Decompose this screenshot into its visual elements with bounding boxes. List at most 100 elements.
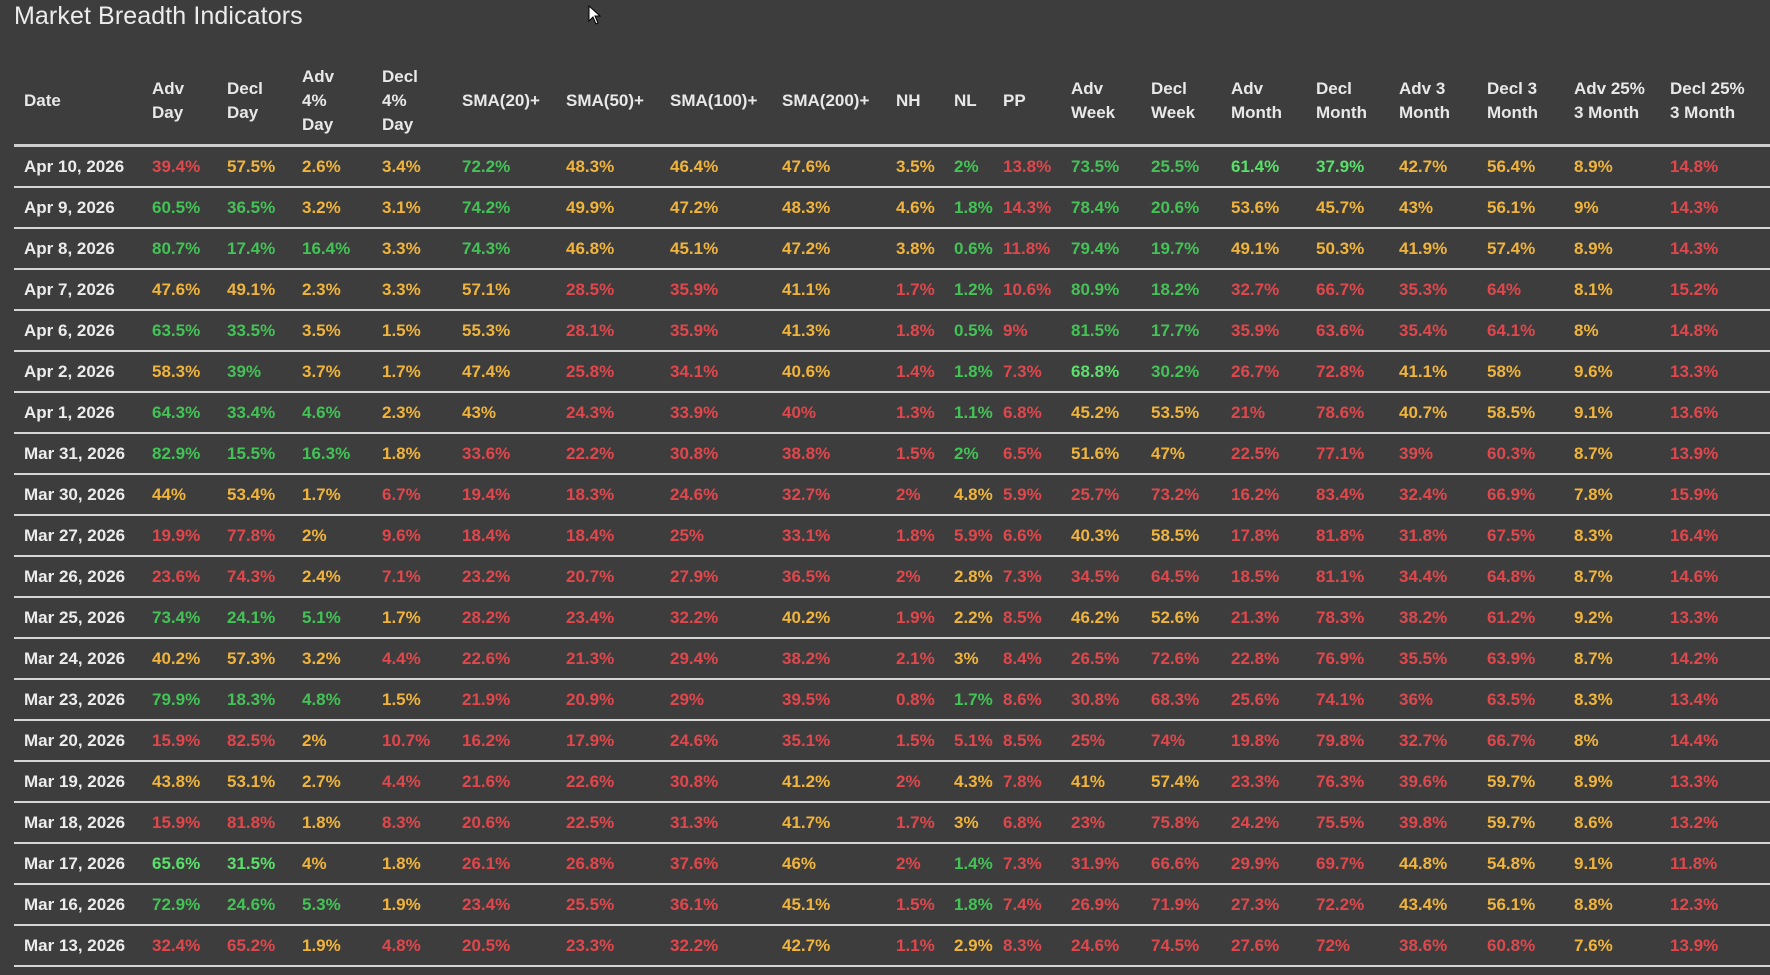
value-cell-nl: 0.6% bbox=[944, 228, 993, 270]
value-cell-adv25-3month: 8.7% bbox=[1564, 556, 1660, 598]
value-cell-decl25-3month: 14.4% bbox=[1660, 720, 1770, 762]
column-header-sma50[interactable]: SMA(50)+ bbox=[556, 58, 660, 147]
value-cell-adv-month: 23.3% bbox=[1221, 761, 1306, 803]
value-cell-pp: 7.3% bbox=[993, 843, 1061, 885]
value-cell-adv-day: 47.6% bbox=[142, 269, 217, 311]
value-cell-sma200: 33.1% bbox=[772, 515, 886, 557]
table-row[interactable]: Apr 7, 2026 47.6% 49.1% 2.3% 3.3% 57.1% 28.5% 3… bbox=[14, 269, 1770, 311]
table-row[interactable]: Apr 1, 2026 64.3% 33.4% 4.6% 2.3% 43% 24.3% 33.… bbox=[14, 392, 1770, 434]
value-cell-sma200: 32.7% bbox=[772, 474, 886, 516]
column-header-decl25-3month[interactable]: Decl 25% 3 Month bbox=[1660, 58, 1770, 147]
value-cell-adv4-day: 2.7% bbox=[292, 761, 372, 803]
value-cell-decl-day: 31.5% bbox=[217, 843, 292, 885]
value-cell-decl-week: 47% bbox=[1141, 433, 1221, 475]
table-row[interactable]: Mar 30, 2026 44% 53.4% 1.7% 6.7% 19.4% 18.3% 24… bbox=[14, 474, 1770, 516]
table-row[interactable]: Mar 23, 2026 79.9% 18.3% 4.8% 1.5% 21.9% 20.9%… bbox=[14, 679, 1770, 721]
value-cell-sma20: 74.2% bbox=[452, 187, 556, 229]
column-header-label: 4% bbox=[302, 91, 327, 110]
value-cell-decl-month: 45.7% bbox=[1306, 187, 1389, 229]
column-header-date[interactable]: Date bbox=[14, 58, 142, 147]
value-cell-sma50: 28.1% bbox=[556, 310, 660, 352]
value-cell-nh: 1.8% bbox=[886, 310, 944, 352]
column-header-label: Decl bbox=[1151, 79, 1187, 98]
value-cell-nh: 1.3% bbox=[886, 392, 944, 434]
column-header-pp[interactable]: PP bbox=[993, 58, 1061, 147]
value-cell-decl25-3month: 13.4% bbox=[1660, 679, 1770, 721]
value-cell-pp: 7.3% bbox=[993, 351, 1061, 393]
value-cell-decl4-day: 4.8% bbox=[372, 925, 452, 967]
value-cell-adv-week: 26.9% bbox=[1061, 884, 1141, 926]
column-header-label: Adv bbox=[302, 67, 335, 86]
column-header-adv25-3month[interactable]: Adv 25% 3 Month bbox=[1564, 58, 1660, 147]
value-cell-decl25-3month: 14.6% bbox=[1660, 556, 1770, 598]
value-cell-adv-week: 25.7% bbox=[1061, 474, 1141, 516]
table-row[interactable]: Apr 9, 2026 60.5% 36.5% 3.2% 3.1% 74.2% 49.9% 4… bbox=[14, 187, 1770, 229]
value-cell-decl-3month: 60.3% bbox=[1477, 433, 1564, 475]
table-row[interactable]: Mar 24, 2026 40.2% 57.3% 3.2% 4.4% 22.6% 21.3%… bbox=[14, 638, 1770, 680]
table-row[interactable]: Mar 16, 2026 72.9% 24.6% 5.3% 1.9% 23.4% 25.5%… bbox=[14, 884, 1770, 926]
value-cell-pp: 8.4% bbox=[993, 638, 1061, 680]
value-cell-adv-month: 25.6% bbox=[1221, 679, 1306, 721]
value-cell-decl4-day: 9.6% bbox=[372, 515, 452, 557]
column-header-adv-month[interactable]: Adv Month bbox=[1221, 58, 1306, 147]
value-cell-adv4-day: 3.7% bbox=[292, 351, 372, 393]
value-cell-decl4-day: 1.5% bbox=[372, 310, 452, 352]
value-cell-decl25-3month: 14.2% bbox=[1660, 638, 1770, 680]
table-row[interactable]: Apr 10, 2026 39.4% 57.5% 2.6% 3.4% 72.2% 48.3%… bbox=[14, 145, 1770, 188]
table-row[interactable]: Mar 31, 2026 82.9% 15.5% 16.3% 1.8% 33.6% 22.2… bbox=[14, 433, 1770, 475]
value-cell-decl-3month: 58.5% bbox=[1477, 392, 1564, 434]
table-row[interactable]: Mar 27, 2026 19.9% 77.8% 2% 9.6% 18.4% 18.4% 25… bbox=[14, 515, 1770, 557]
table-row[interactable]: Apr 8, 2026 80.7% 17.4% 16.4% 3.3% 74.3% 46.8%… bbox=[14, 228, 1770, 270]
value-cell-decl-day: 82.5% bbox=[217, 720, 292, 762]
value-cell-pp: 6.6% bbox=[993, 515, 1061, 557]
value-cell-adv25-3month: 9.1% bbox=[1564, 392, 1660, 434]
column-header-decl-3month[interactable]: Decl 3 Month bbox=[1477, 58, 1564, 147]
column-header-sma20[interactable]: SMA(20)+ bbox=[452, 58, 556, 147]
table-row[interactable]: Mar 25, 2026 73.4% 24.1% 5.1% 1.7% 28.2% 23.4%… bbox=[14, 597, 1770, 639]
column-header-adv-day[interactable]: Adv Day bbox=[142, 58, 217, 147]
column-header-adv4-day[interactable]: Adv 4% Day bbox=[292, 58, 372, 147]
value-cell-adv-day: 82.9% bbox=[142, 433, 217, 475]
column-header-decl4-day[interactable]: Decl 4% Day bbox=[372, 58, 452, 147]
table-row[interactable]: Mar 19, 2026 43.8% 53.1% 2.7% 4.4% 21.6% 22.6%… bbox=[14, 761, 1770, 803]
value-cell-decl25-3month: 13.9% bbox=[1660, 925, 1770, 967]
table-row[interactable]: Apr 6, 2026 63.5% 33.5% 3.5% 1.5% 55.3% 28.1% 3… bbox=[14, 310, 1770, 352]
column-header-decl-week[interactable]: Decl Week bbox=[1141, 58, 1221, 147]
value-cell-adv-3month: 43.4% bbox=[1389, 884, 1477, 926]
value-cell-pp: 7.3% bbox=[993, 556, 1061, 598]
value-cell-decl25-3month: 14.3% bbox=[1660, 187, 1770, 229]
table-row[interactable]: Mar 17, 2026 65.6% 31.5% 4% 1.8% 26.1% 26.8% 37… bbox=[14, 843, 1770, 885]
table-row[interactable]: Apr 2, 2026 58.3% 39% 3.7% 1.7% 47.4% 25.8% 34.… bbox=[14, 351, 1770, 393]
value-cell-adv-month: 32.7% bbox=[1221, 269, 1306, 311]
column-header-nl[interactable]: NL bbox=[944, 58, 993, 147]
value-cell-adv4-day: 3.2% bbox=[292, 638, 372, 680]
table-row[interactable]: Mar 20, 2026 15.9% 82.5% 2% 10.7% 16.2% 17.9% 2… bbox=[14, 720, 1770, 762]
value-cell-decl4-day: 7.1% bbox=[372, 556, 452, 598]
column-header-nh[interactable]: NH bbox=[886, 58, 944, 147]
value-cell-nl: 4.8% bbox=[944, 474, 993, 516]
column-header-adv-week[interactable]: Adv Week bbox=[1061, 58, 1141, 147]
table-row[interactable]: Mar 26, 2026 23.6% 74.3% 2.4% 7.1% 23.2% 20.7%… bbox=[14, 556, 1770, 598]
value-cell-pp: 8.6% bbox=[993, 679, 1061, 721]
column-header-decl-day[interactable]: Decl Day bbox=[217, 58, 292, 147]
value-cell-decl-3month: 66.7% bbox=[1477, 720, 1564, 762]
value-cell-adv-day: 15.9% bbox=[142, 802, 217, 844]
value-cell-sma20: 23.4% bbox=[452, 884, 556, 926]
value-cell-sma20: 20.6% bbox=[452, 802, 556, 844]
value-cell-adv-day: 64.3% bbox=[142, 392, 217, 434]
value-cell-decl-day: 17.4% bbox=[217, 228, 292, 270]
value-cell-decl-day: 57.5% bbox=[217, 145, 292, 188]
column-header-adv-3month[interactable]: Adv 3 Month bbox=[1389, 58, 1477, 147]
value-cell-sma200: 40.6% bbox=[772, 351, 886, 393]
value-cell-adv-week: 73.5% bbox=[1061, 145, 1141, 188]
value-cell-decl-day: 33.5% bbox=[217, 310, 292, 352]
value-cell-adv-day: 58.3% bbox=[142, 351, 217, 393]
table-row[interactable]: Mar 18, 2026 15.9% 81.8% 1.8% 8.3% 20.6% 22.5%… bbox=[14, 802, 1770, 844]
table-row[interactable]: Mar 13, 2026 32.4% 65.2% 1.9% 4.8% 20.5% 23.3%… bbox=[14, 925, 1770, 967]
column-header-sma200[interactable]: SMA(200)+ bbox=[772, 58, 886, 147]
value-cell-adv-month: 26.7% bbox=[1221, 351, 1306, 393]
column-header-decl-month[interactable]: Decl Month bbox=[1306, 58, 1389, 147]
column-header-sma100[interactable]: SMA(100)+ bbox=[660, 58, 772, 147]
value-cell-adv-week: 26.5% bbox=[1061, 638, 1141, 680]
value-cell-decl-3month: 64% bbox=[1477, 269, 1564, 311]
